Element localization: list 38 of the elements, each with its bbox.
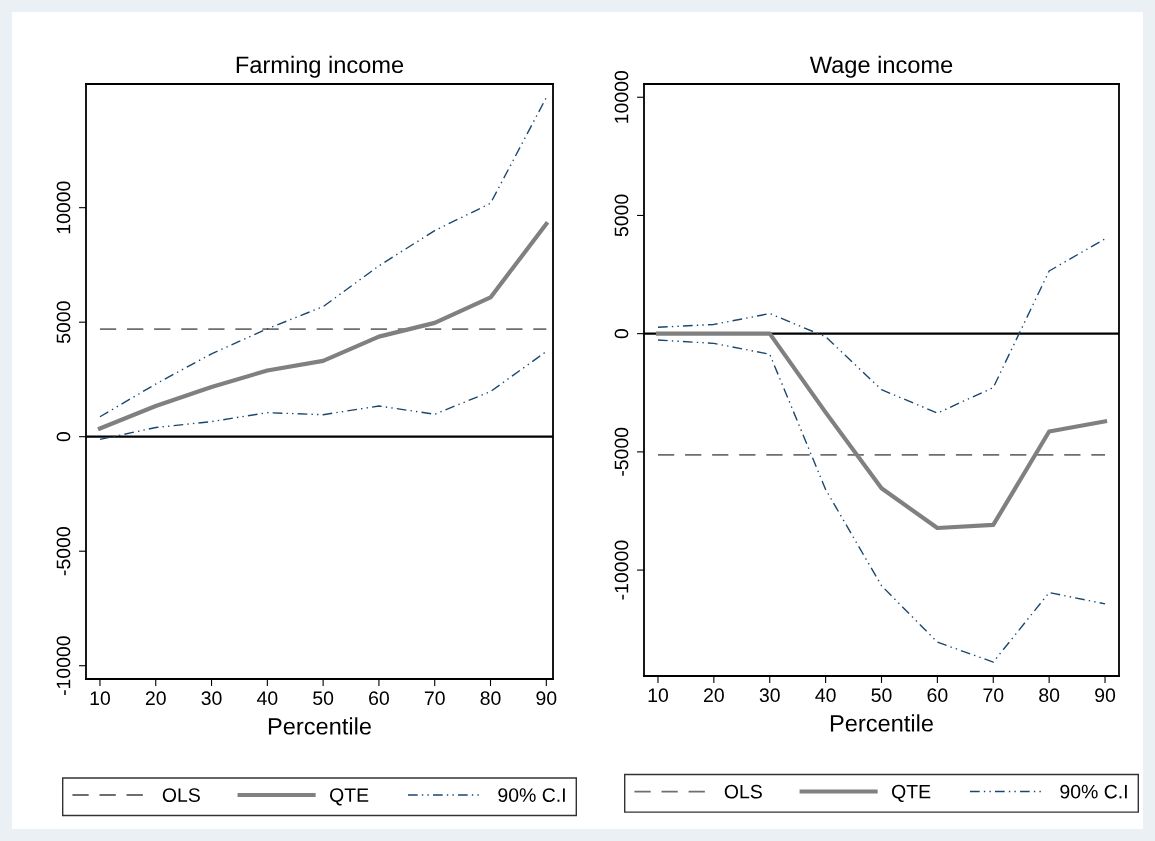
- x-axis-title: Percentile: [830, 714, 933, 732]
- x-tick-label: 80: [1039, 688, 1060, 703]
- x-tick-label: 90: [536, 691, 557, 706]
- legend-label: QTE: [892, 784, 931, 803]
- x-tick-label: 70: [983, 688, 1004, 703]
- y-tick-label: 5000: [614, 194, 629, 237]
- x-tick-label: 30: [759, 688, 780, 703]
- x-tick-label: 30: [201, 691, 222, 706]
- x-tick-label: 90: [1095, 688, 1116, 703]
- y-tick-label: -10000: [56, 636, 71, 696]
- y-tick-label: 10000: [614, 70, 629, 123]
- x-tick-label: 50: [871, 688, 892, 703]
- y-tick-label: 10000: [56, 181, 71, 234]
- chart-title: Wage income: [809, 55, 953, 78]
- legend-label: 90% C.I: [498, 788, 565, 802]
- y-tick-label: -5000: [56, 527, 71, 576]
- x-tick-label: 60: [369, 691, 389, 706]
- x-tick-label: 60: [927, 688, 948, 703]
- legend-label: OLS: [162, 788, 200, 802]
- x-tick-label: 20: [145, 691, 166, 706]
- y-tick-label: 5000: [56, 301, 71, 344]
- x-tick-label: 20: [704, 688, 724, 703]
- y-tick-label: -5000: [614, 427, 629, 476]
- x-tick-label: 40: [815, 688, 836, 703]
- legend-label: 90% C.I: [1060, 784, 1127, 799]
- y-tick-label: 0: [614, 329, 629, 339]
- x-tick-label: 80: [480, 691, 501, 706]
- y-tick-label: -10000: [614, 540, 629, 600]
- x-axis-title: Percentile: [268, 717, 371, 735]
- y-tick-label: 0: [56, 432, 71, 442]
- legend-label: OLS: [724, 784, 762, 799]
- x-tick-label: 10: [648, 688, 669, 703]
- x-tick-label: 40: [256, 691, 278, 706]
- x-tick-label: 50: [313, 691, 334, 706]
- chart-title: Farming income: [236, 55, 404, 78]
- legend-label: QTE: [330, 788, 369, 806]
- x-tick-label: 10: [90, 691, 110, 706]
- x-tick-label: 70: [424, 691, 445, 706]
